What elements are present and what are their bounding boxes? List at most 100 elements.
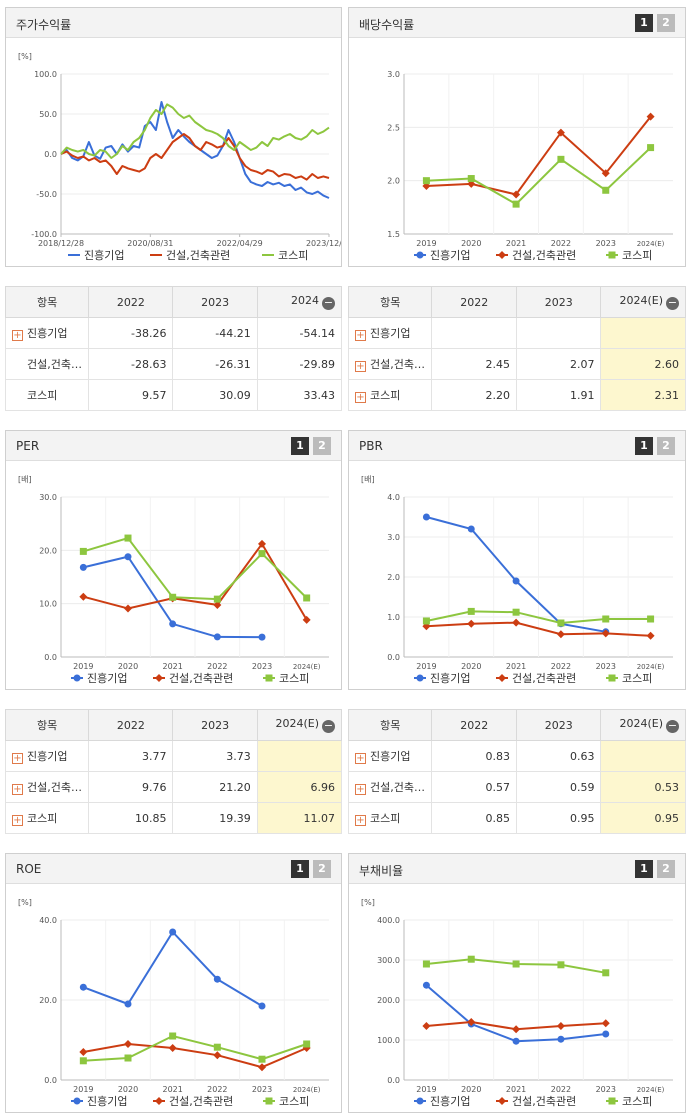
value-cell: 0.59	[515, 771, 602, 803]
panel-header: 주가수익률	[6, 8, 341, 38]
row-name-cell: + 코스피	[347, 802, 433, 834]
data-point	[557, 619, 565, 627]
y-axis-unit: [배]	[361, 475, 375, 484]
page-1-button[interactable]: 1	[635, 437, 653, 455]
data-point	[213, 975, 221, 983]
plus-box-icon[interactable]: +	[355, 784, 366, 795]
minus-circle-icon[interactable]: −	[322, 296, 335, 310]
panel-header: 부채비율 1 2	[349, 854, 685, 884]
table-header-cell: 항목	[4, 709, 90, 741]
plus-box-icon[interactable]: +	[12, 330, 23, 341]
row-name-cell: + 진흥기업	[4, 740, 90, 772]
plus-box-icon[interactable]: +	[355, 361, 366, 372]
x-tick-label: 2021	[506, 662, 526, 671]
data-point	[258, 539, 266, 548]
page-2-button[interactable]: 2	[657, 860, 675, 878]
table-row: + 진흥기업 3.77 3.73	[4, 740, 343, 772]
data-point	[467, 607, 475, 615]
panel-title: 부채비율	[359, 864, 404, 878]
x-tick-label: 2021	[506, 239, 526, 248]
x-tick-label: 2021	[162, 1085, 182, 1094]
y-tick-label: 400.0	[377, 916, 400, 925]
table-header-cell: 항목	[347, 709, 433, 741]
value-cell: -26.31	[172, 348, 258, 380]
header-label: 2022	[460, 718, 489, 732]
dividend-yield-panel: 배당수익률 1 2 3.0 2.5 2.0 1.5 2019 2020 2021 2022 20…	[348, 7, 686, 267]
page-1-button[interactable]: 1	[635, 860, 653, 878]
data-point	[422, 960, 430, 968]
x-tick-label: 2023	[596, 662, 616, 671]
legend-label: 건설,건축관련	[512, 249, 576, 262]
minus-circle-icon[interactable]: −	[666, 296, 679, 310]
minus-circle-icon[interactable]: −	[322, 719, 335, 733]
x-tick-label: 2024(E)	[637, 1086, 665, 1094]
data-point	[79, 983, 87, 991]
series-line	[426, 116, 652, 196]
data-point	[213, 600, 222, 609]
y-tick-label: 100.0	[34, 70, 57, 79]
data-point	[124, 534, 132, 542]
value-cell: 0.95	[515, 802, 602, 834]
pbr-table: 항목 2022 2023 2024(E) − + 진흥기업 0.83 0.63 + 건설,건축… 0.…	[347, 709, 686, 834]
page-2-button[interactable]: 2	[313, 860, 331, 878]
row-name: 건설,건축…	[27, 781, 82, 794]
page-1-button[interactable]: 1	[635, 14, 653, 32]
table-header-row: 항목 2022 2023 2024(E) −	[347, 709, 686, 741]
y-tick-label: 30.0	[39, 493, 57, 502]
x-tick-label: 2020	[118, 1085, 138, 1094]
legend-marker	[498, 1097, 506, 1105]
data-point	[258, 1055, 266, 1063]
plus-box-icon[interactable]: +	[355, 392, 366, 403]
plus-box-icon[interactable]: +	[355, 330, 366, 341]
y-tick-label: 1.5	[387, 230, 400, 239]
data-point	[512, 200, 520, 208]
row-name: 건설,건축…	[370, 358, 425, 371]
value-cell: 6.96	[256, 771, 343, 803]
x-tick-label: 2023	[252, 1085, 272, 1094]
per-panel: PER 1 2 [배] 30.0 20.0 10.0 0.0 2019 2020 2021 20…	[5, 430, 342, 690]
series-line	[83, 1042, 308, 1069]
minus-circle-icon[interactable]: −	[666, 719, 679, 733]
series-line	[60, 103, 330, 159]
x-tick-label: 2022/04/29	[217, 239, 263, 248]
value-cell: 0.57	[431, 771, 517, 803]
plus-box-icon[interactable]: +	[355, 815, 366, 826]
value-cell: 2.31	[600, 379, 686, 411]
page-2-button[interactable]: 2	[657, 14, 675, 32]
y-tick-label: 10.0	[39, 600, 57, 609]
value-cell	[600, 317, 686, 349]
plus-box-icon[interactable]: +	[12, 815, 23, 826]
row-name: 코스피	[370, 389, 401, 402]
data-point	[422, 513, 430, 521]
value-cell: 1.91	[515, 379, 602, 411]
data-point	[512, 190, 521, 199]
value-cell: 2.60	[600, 348, 686, 380]
page-2-button[interactable]: 2	[313, 437, 331, 455]
table-header-row: 항목 2022 2023 2024−	[4, 286, 343, 318]
data-point	[601, 629, 610, 638]
x-tick-label: 2019	[416, 239, 436, 248]
panel-title: PBR	[359, 439, 383, 453]
x-tick-label: 2021	[162, 662, 182, 671]
value-cell: 10.85	[88, 802, 174, 834]
legend-marker	[155, 1097, 163, 1105]
plus-box-icon[interactable]: +	[355, 753, 366, 764]
table-header-cell: 2023	[172, 286, 258, 318]
plus-box-icon[interactable]: +	[12, 753, 23, 764]
panel-header: ROE 1 2	[6, 854, 341, 884]
data-point	[302, 615, 311, 624]
data-point	[602, 1030, 610, 1038]
table-row: + 코스피 0.85 0.95 0.95	[347, 802, 686, 834]
legend-marker	[608, 674, 616, 682]
value-cell: 2.20	[431, 379, 517, 411]
panel-title: PER	[16, 439, 40, 453]
value-cell: 11.07	[256, 802, 343, 834]
value-cell: 33.43	[256, 379, 343, 411]
page-2-button[interactable]: 2	[657, 437, 675, 455]
table-row: + 진흥기업	[347, 317, 686, 349]
table-header-cell: 2023	[172, 709, 258, 741]
x-tick-label: 2024(E)	[293, 663, 321, 671]
page-1-button[interactable]: 1	[291, 860, 309, 878]
page-1-button[interactable]: 1	[291, 437, 309, 455]
plus-box-icon[interactable]: +	[12, 784, 23, 795]
